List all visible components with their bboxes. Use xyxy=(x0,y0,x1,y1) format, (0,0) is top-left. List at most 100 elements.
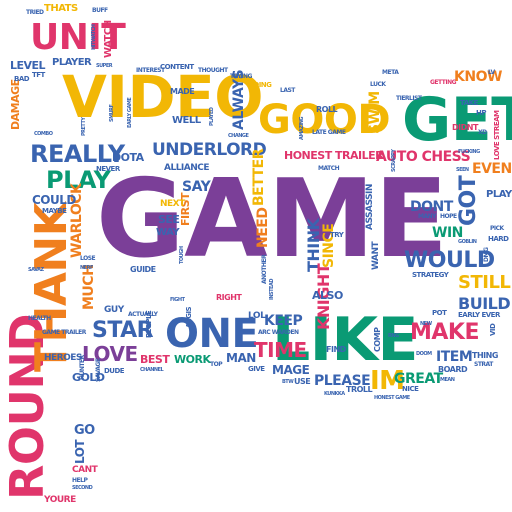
cloud-word: LEVEL xyxy=(10,59,46,72)
cloud-word: HONEST TRAILER xyxy=(284,149,384,162)
cloud-word: BUFF xyxy=(92,7,108,14)
cloud-word: WIN xyxy=(432,225,463,241)
cloud-word: HEROES xyxy=(44,353,82,363)
cloud-word: SUPER xyxy=(96,63,113,69)
cloud-word: META xyxy=(382,69,399,76)
cloud-word: GOBLIN xyxy=(458,239,477,245)
cloud-word: BOARD xyxy=(438,365,468,374)
cloud-word: GAME xyxy=(96,157,448,282)
cloud-word: PLAYED xyxy=(209,107,215,126)
cloud-word: DUDE xyxy=(104,367,125,375)
cloud-word: RIGHT xyxy=(216,293,242,302)
cloud-word: TAKE xyxy=(460,99,478,107)
cloud-word: LATE GAME xyxy=(312,129,346,136)
cloud-word: RNG xyxy=(388,333,399,339)
cloud-word: THANK xyxy=(26,202,77,372)
cloud-word: LIKE xyxy=(272,305,419,375)
cloud-word: WANT xyxy=(371,241,381,270)
cloud-word: INSTEAD xyxy=(269,279,275,300)
cloud-word: GETTING xyxy=(430,79,457,86)
cloud-word: MANY xyxy=(418,213,436,220)
cloud-word: FIGHT xyxy=(170,297,185,303)
cloud-word: LV xyxy=(488,69,495,76)
cloud-word: ALSO xyxy=(312,289,343,302)
cloud-word: HUNTER xyxy=(79,355,86,380)
cloud-word: ACTUALLY xyxy=(128,311,158,318)
cloud-word: WAY xyxy=(156,227,180,238)
cloud-word: GOT xyxy=(456,175,481,226)
cloud-word: LOVE STREAM xyxy=(493,110,501,160)
cloud-word: STAR xyxy=(92,318,154,343)
cloud-word: AMAZING xyxy=(299,117,305,140)
cloud-word: INTEREST xyxy=(136,67,165,74)
cloud-word: GIVE xyxy=(248,365,265,373)
cloud-word: NEXT xyxy=(160,199,185,209)
cloud-word: MEAN xyxy=(440,377,455,383)
cloud-word: AUTO CHESS xyxy=(376,149,471,165)
cloud-word: GUY xyxy=(104,305,124,315)
cloud-word: PLAYER xyxy=(52,57,92,68)
cloud-word: WORK xyxy=(174,353,211,366)
cloud-word: VID xyxy=(489,323,497,336)
cloud-word: ONE xyxy=(165,311,259,357)
cloud-word: DOOM xyxy=(416,351,432,357)
cloud-word: SMURF xyxy=(109,104,115,122)
cloud-word: DOTA xyxy=(112,151,144,164)
cloud-word: HITWATCH xyxy=(91,24,97,51)
cloud-word: TIERLIST xyxy=(396,95,422,102)
cloud-word: TOP xyxy=(210,361,223,368)
cloud-word: GOLD xyxy=(72,371,105,384)
cloud-word: SAVAGE xyxy=(95,358,102,382)
cloud-word: TOUGH xyxy=(179,246,185,264)
cloud-word: GAME TRAILER xyxy=(42,329,86,336)
cloud-word: SECOND xyxy=(72,485,93,491)
cloud-word: LOT xyxy=(73,439,87,464)
cloud-word: HONEST GAME xyxy=(374,395,410,401)
cloud-word: PLAY xyxy=(46,166,111,194)
cloud-word: PICK xyxy=(490,225,504,232)
cloud-word: EARLY EVER xyxy=(458,311,500,319)
cloud-word: LUCK xyxy=(370,81,386,88)
cloud-word: THOUGHT xyxy=(198,67,228,74)
cloud-word: NEW xyxy=(420,321,432,327)
cloud-word: COMP xyxy=(373,327,382,353)
cloud-word: BTW xyxy=(282,379,294,385)
cloud-word: KUNKKA xyxy=(324,391,345,397)
cloud-word: GOING xyxy=(248,81,272,89)
cloud-word: FIND xyxy=(326,345,346,354)
cloud-word: KEEP xyxy=(264,313,303,329)
cloud-word: REALLY xyxy=(30,140,125,168)
cloud-word: TRYING xyxy=(230,73,252,80)
cloud-word: NEVER xyxy=(96,165,120,173)
cloud-word: PLAYING xyxy=(486,189,512,200)
cloud-word: STRATEGY xyxy=(412,271,449,279)
cloud-word: PRETTY xyxy=(81,117,87,137)
cloud-word: NICE xyxy=(402,385,419,393)
cloud-word: TROLL xyxy=(346,385,373,394)
cloud-word: AEGIS xyxy=(185,306,193,328)
cloud-word: GET xyxy=(402,85,512,155)
cloud-word: MATCH xyxy=(318,165,340,172)
cloud-word: TRY xyxy=(330,231,344,239)
cloud-word: NEED xyxy=(255,207,271,248)
cloud-word: CHANGE xyxy=(228,133,249,139)
cloud-word: SCRAPPY xyxy=(391,149,397,172)
cloud-word: BAD xyxy=(14,75,30,83)
cloud-word: YOURE xyxy=(44,495,76,505)
cloud-word: UNIT xyxy=(30,17,126,58)
cloud-word: NERF xyxy=(80,265,93,271)
cloud-word: MAN xyxy=(226,351,256,365)
cloud-word: GO xyxy=(74,423,95,438)
cloud-word: ANOTHER xyxy=(261,254,268,284)
cloud-word: CANT xyxy=(72,465,98,475)
cloud-word: CHANNEL xyxy=(140,367,164,373)
cloud-word: WATCH xyxy=(103,20,114,58)
cloud-word: THATS xyxy=(44,3,78,14)
cloud-word: ASSASSIN xyxy=(365,184,375,230)
cloud-word: SAVAZ xyxy=(28,267,44,273)
cloud-word: LOSE xyxy=(80,255,96,262)
cloud-word: PEOPLE xyxy=(145,310,153,338)
cloud-word: MAKE xyxy=(410,320,480,345)
cloud-word: HEALTH xyxy=(28,315,51,322)
cloud-word: VIDEO xyxy=(62,63,264,131)
